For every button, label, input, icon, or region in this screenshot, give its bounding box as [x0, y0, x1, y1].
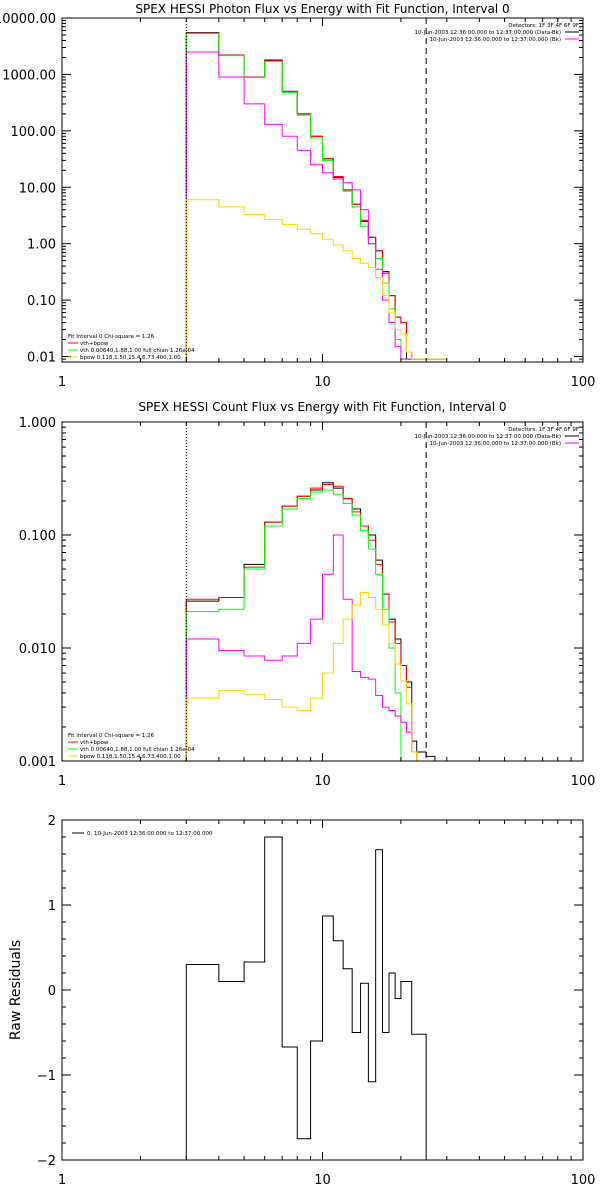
y-axis-title: Raw Residuals	[8, 940, 24, 1040]
x-tick-label: 1	[58, 774, 66, 789]
x-tick-label: 10	[314, 774, 331, 789]
residual-legend: 0. 10-Jun-2003 12:36:00.000 to 12:37:00.…	[87, 831, 213, 837]
series-group	[185, 836, 427, 1160]
count-flux-panel: SPEX HESSI Count Flux vs Energy with Fit…	[19, 400, 596, 789]
y-tick-label: −1	[37, 1069, 56, 1084]
fit-legend-item: vth 0.00640,1.88,1.00 full chian 1.26e-0…	[80, 747, 195, 753]
x-tick-label: 100	[571, 1173, 596, 1188]
fit-legend-header: Fit Interval 0 Chi-square = 1.26	[68, 733, 155, 739]
detectors-note: Detectors: 1F 3F 4F 6F 9F	[508, 23, 579, 29]
y-tick-label: 0.01	[27, 351, 56, 366]
x-tick-label: 1	[58, 1173, 66, 1188]
series-line-4	[185, 199, 447, 362]
residual-step-line	[185, 836, 427, 1160]
chart-title: SPEX HESSI Photon Flux vs Energy with Fi…	[135, 2, 509, 16]
interval-note: 10-Jun-2003 12:36:00.000 to 12:37:00.000…	[429, 441, 561, 447]
x-tick-label: 10	[314, 375, 331, 390]
fit-legend-item: bpow 0.118,1.50,15.4,6.73,400,1.00	[80, 355, 181, 361]
series-group	[185, 482, 451, 761]
series-line-2	[185, 489, 451, 761]
interval-note: 10-Jun-2003 12:36:00.000 to 12:37:00.000…	[429, 37, 561, 43]
y-tick-label: 10000.00	[0, 12, 56, 27]
series-group	[185, 32, 447, 362]
y-tick-label: 2	[48, 814, 56, 829]
fit-legend-item: bpow 0.118,1.50,15.4,6.73,400,1.00	[80, 754, 181, 760]
y-tick-label: 1000.00	[2, 68, 56, 83]
y-tick-label: 1.00	[27, 238, 56, 253]
x-tick-label: 100	[571, 375, 596, 390]
x-tick-label: 100	[571, 774, 596, 789]
y-tick-label: 0.100	[19, 529, 56, 544]
chart-title: SPEX HESSI Count Flux vs Energy with Fit…	[138, 400, 506, 414]
series-line-0	[185, 482, 451, 761]
y-tick-label: 0.010	[19, 642, 56, 657]
x-tick-label: 10	[314, 1173, 331, 1188]
y-tick-label: 0	[48, 984, 56, 999]
fit-legend-header: Fit Interval 0 Chi-square = 1.26	[68, 334, 155, 340]
series-line-1	[185, 483, 451, 761]
fit-legend-item: vth+bpow	[80, 740, 109, 746]
y-tick-label: 1.000	[19, 416, 56, 431]
y-tick-label: −2	[37, 1154, 56, 1169]
y-tick-label: 100.00	[11, 125, 57, 140]
fit-legend-item: vth+bpow	[80, 341, 109, 347]
x-tick-label: 1	[58, 375, 66, 390]
interval-note: 10-Jun-2003 12:36:00.000 to 12:37:00.000…	[415, 434, 561, 440]
y-tick-label: 1	[48, 899, 56, 914]
series-line-4	[185, 591, 451, 761]
y-tick-label: 0.001	[19, 755, 56, 770]
y-tick-label: 10.00	[19, 181, 56, 196]
series-line-2	[185, 33, 447, 362]
detectors-note: Detectors: 1F 3F 4F 6F 9F	[508, 427, 579, 433]
interval-note: 10-Jun-2003 12:36:00.000 to 12:37:00.000…	[415, 30, 561, 36]
photon-flux-panel: SPEX HESSI Photon Flux vs Energy with Fi…	[0, 2, 595, 390]
series-line-3	[185, 534, 451, 761]
series-line-1	[185, 32, 447, 362]
plot-frame	[61, 17, 584, 363]
fit-legend-item: vth 0.00640,1.88,1.00 full chian 1.26e-0…	[80, 348, 195, 354]
series-line-0	[185, 32, 447, 362]
y-tick-label: 0.10	[27, 294, 56, 309]
